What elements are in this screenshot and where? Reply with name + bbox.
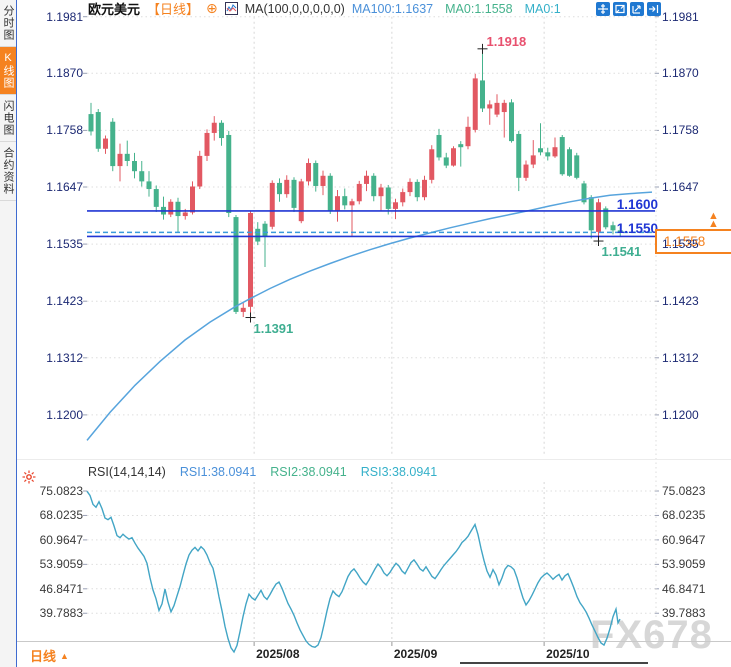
high-price-annotation: 1.1918 xyxy=(486,33,527,49)
add-indicator-icon[interactable]: ⊕ xyxy=(206,0,218,16)
price-axis-label-left: 1.1647 xyxy=(46,179,83,194)
price-axis-label-left: 1.1981 xyxy=(46,9,83,24)
zoom-out-button[interactable] xyxy=(613,2,627,16)
price-axis-label-right: 1.1535 xyxy=(662,237,699,252)
fx678-watermark: FX678 xyxy=(590,613,713,657)
rsi-legend-value: RSI2:38.0941 xyxy=(270,465,347,479)
x-axis-month-label: 2025/08 xyxy=(256,647,300,661)
rsi-axis-label-right: 53.9059 xyxy=(662,557,706,572)
zoom-in-button[interactable] xyxy=(630,2,644,16)
x-axis-month-label: 2025/09 xyxy=(393,647,438,661)
sidebar-tab-2[interactable]: K线图 xyxy=(0,47,16,95)
price-axis-label-right: 1.1981 xyxy=(662,9,699,24)
rsi-legend: RSI1:38.0941 RSI2:38.0941 RSI3:38.0941 xyxy=(180,465,437,479)
price-axis-label-right: 1.1758 xyxy=(662,123,699,138)
rsi-axis-label-right: 46.8471 xyxy=(662,581,706,596)
axis-scroll-up-arrows[interactable]: ▲ ▲ xyxy=(708,210,719,230)
price-axis-label-left: 1.1758 xyxy=(46,123,83,138)
rsi-formula: RSI(14,14,14) xyxy=(88,465,166,479)
rsi-settings-icon[interactable] xyxy=(22,470,36,489)
current-price-box: 1.1558 xyxy=(655,229,731,254)
rsi-legend-value: RSI3:38.0941 xyxy=(360,465,438,479)
ma-legend-value: MA0:1.1558 xyxy=(445,1,513,16)
chart-toolbar: 欧元美元 【日线】 ⊕ MA(100,0,0,0,0,0) MA100:1.16… xyxy=(88,0,561,17)
ma-legend-value: MA0:1 xyxy=(524,1,561,16)
period-tag: 【日线】 xyxy=(147,2,200,17)
ma-legend: MA100:1.1637 MA0:1.1558 MA0:1 xyxy=(352,2,561,16)
period-selector-label: 日线 xyxy=(30,649,57,664)
rsi-axis-label-left: 39.7883 xyxy=(39,606,83,621)
low-price-annotation: 1.1541 xyxy=(601,244,642,260)
price-axis-label-right: 1.1870 xyxy=(662,66,699,81)
rsi-legend-value: RSI1:38.0941 xyxy=(179,465,257,479)
pan-tool-button[interactable] xyxy=(596,2,610,16)
price-axis-label-right: 1.1312 xyxy=(662,350,699,365)
rsi-axis-label-left: 60.9647 xyxy=(39,532,83,547)
price-axis-label-right: 1.1647 xyxy=(662,179,699,194)
shift-right-button[interactable] xyxy=(647,2,661,16)
rsi-axis-label-left: 68.0235 xyxy=(39,508,83,523)
ma-legend-value: MA100:1.1637 xyxy=(351,1,434,16)
rsi-header: RSI(14,14,14) RSI1:38.0941 RSI2:38.0941 RS… xyxy=(88,464,437,480)
sidebar-tab-3[interactable]: 闪电图 xyxy=(0,95,16,142)
x-axis-month-label: 2025/10 xyxy=(546,647,590,661)
price-axis-label-left: 1.1535 xyxy=(46,237,83,252)
period-dropdown-arrow-icon: ▲ xyxy=(60,651,69,661)
indicator-formula: MA(100,0,0,0,0,0) xyxy=(244,1,345,16)
price-axis-label-right: 1.1200 xyxy=(662,407,699,422)
price-axis-label-right: 1.1423 xyxy=(662,294,699,309)
rsi-axis-label-left: 53.9059 xyxy=(39,557,83,572)
price-axis-label-left: 1.1312 xyxy=(46,350,83,365)
rsi-axis-label-right: 39.7883 xyxy=(662,606,706,621)
chart-tool-buttons xyxy=(596,2,661,16)
symbol-name: 欧元美元 xyxy=(88,2,141,17)
sidebar: 分时图 K线图 闪电图 合约资料 xyxy=(0,0,17,667)
rsi-axis-label-left: 75.0823 xyxy=(39,484,83,498)
rsi-axis-label-right: 60.9647 xyxy=(662,532,706,547)
rsi-axis-label-left: 46.8471 xyxy=(39,581,83,596)
rsi-axis-label-right: 75.0823 xyxy=(662,484,706,498)
low-price-annotation: 1.1391 xyxy=(253,320,294,336)
sidebar-tab-4[interactable]: 合约资料 xyxy=(0,142,16,201)
indicator-settings-icon[interactable] xyxy=(224,2,238,15)
price-axis-label-left: 1.1200 xyxy=(46,407,83,422)
sidebar-tab-1[interactable]: 分时图 xyxy=(0,0,16,47)
rsi-axis-label-right: 68.0235 xyxy=(662,508,706,523)
price-axis-label-left: 1.1423 xyxy=(46,294,83,309)
support-level-label: 1.1550 xyxy=(616,221,658,236)
price-axis-label-left: 1.1870 xyxy=(46,66,83,81)
resistance-level-label: 1.1600 xyxy=(616,197,658,212)
period-selector[interactable]: 日线 ▲ xyxy=(30,646,69,665)
